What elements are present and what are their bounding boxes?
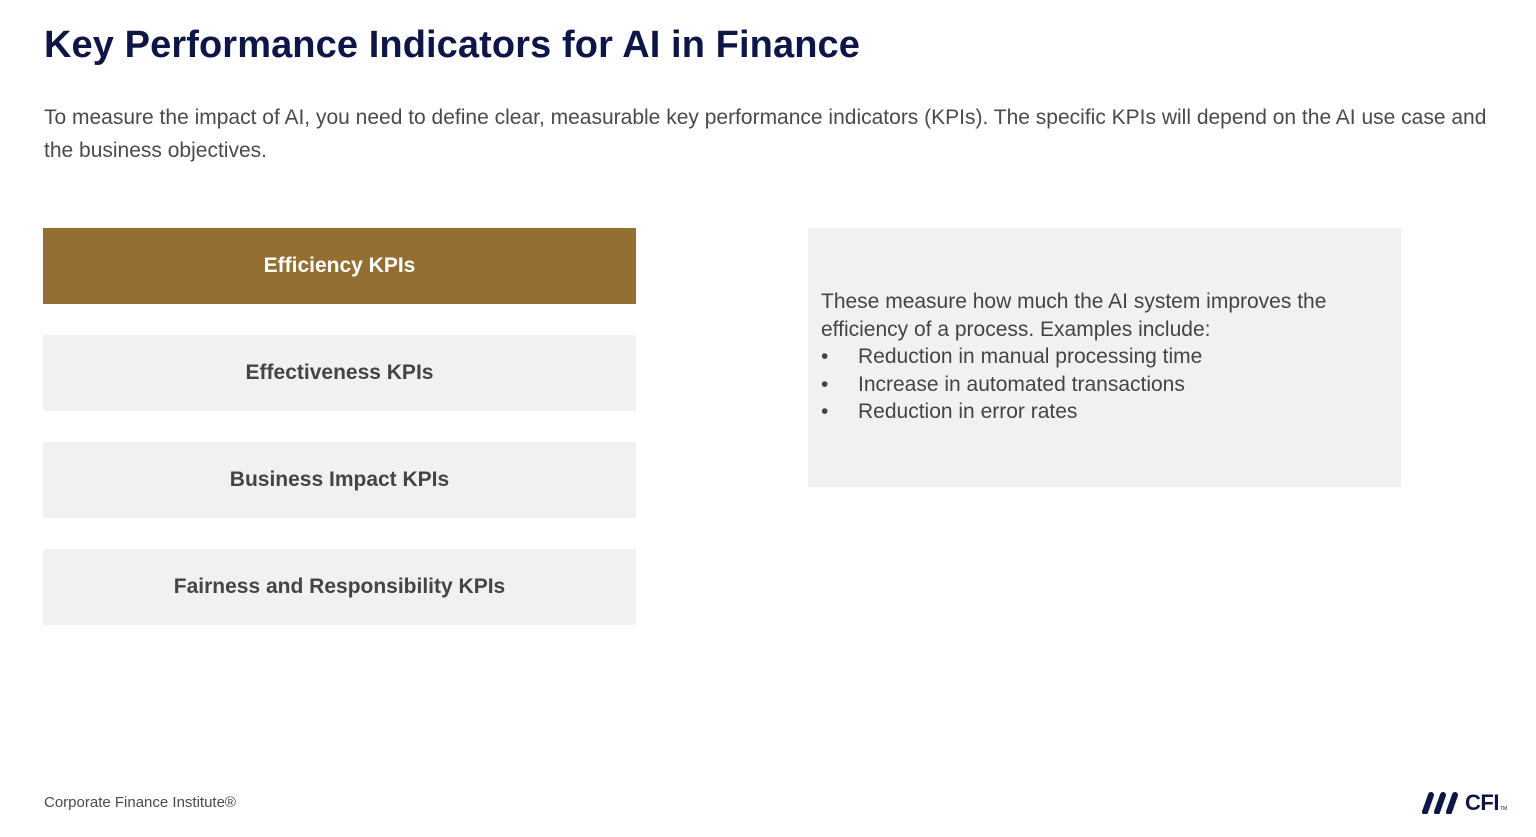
- bullet-icon: •: [821, 400, 829, 423]
- list-item: • Reduction in error rates: [821, 398, 1389, 426]
- list-item-text: Increase in automated transactions: [858, 372, 1185, 396]
- logo-text: CFI: [1465, 790, 1499, 815]
- bullet-icon: •: [821, 372, 829, 396]
- intro-text: To measure the impact of AI, you need to…: [44, 106, 1487, 162]
- cfi-stripes-icon: [1422, 792, 1458, 814]
- tab-fairness-responsibility-kpis[interactable]: Fairness and Responsibility KPIs: [43, 549, 636, 625]
- detail-examples-list: • Reduction in manual processing time • …: [821, 343, 1389, 426]
- kpi-tab-list: Efficiency KPIs Effectiveness KPIs Busin…: [43, 228, 636, 656]
- tab-label: Efficiency KPIs: [263, 254, 416, 277]
- bullet-icon: •: [821, 345, 829, 368]
- list-item-text: Reduction in error rates: [858, 400, 1078, 423]
- list-item-text: Reduction in manual processing time: [858, 345, 1203, 368]
- tab-efficiency-kpis[interactable]: Efficiency KPIs: [43, 228, 636, 304]
- logo-trademark: TM: [1499, 806, 1508, 812]
- tab-label: Effectiveness KPIs: [245, 361, 434, 384]
- page-title: Key Performance Indicators for AI in Fin…: [44, 24, 860, 66]
- footer-brand-text: Corporate Finance Institute®: [44, 794, 236, 811]
- cfi-logo: CFI TM: [1422, 790, 1507, 816]
- tab-label: Business Impact KPIs: [229, 468, 450, 491]
- list-item: • Increase in automated transactions: [821, 371, 1389, 399]
- tab-effectiveness-kpis[interactable]: Effectiveness KPIs: [43, 335, 636, 411]
- tab-business-impact-kpis[interactable]: Business Impact KPIs: [43, 442, 636, 518]
- detail-description: These measure how much the AI system imp…: [821, 290, 1327, 341]
- kpi-detail-panel: These measure how much the AI system imp…: [808, 228, 1401, 487]
- list-item: • Reduction in manual processing time: [821, 343, 1389, 371]
- tab-label: Fairness and Responsibility KPIs: [173, 575, 506, 598]
